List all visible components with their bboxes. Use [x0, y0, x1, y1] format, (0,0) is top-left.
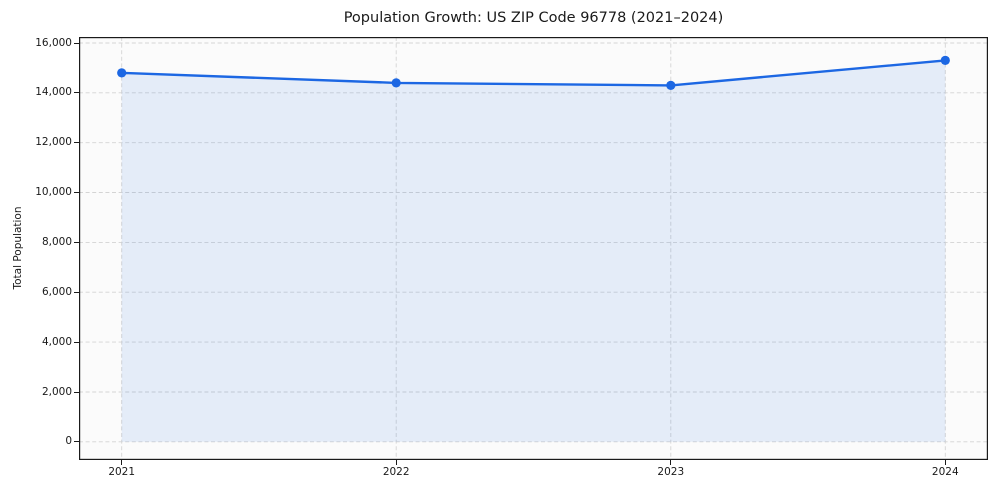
data-point-marker — [391, 78, 401, 88]
y-tick-mark — [74, 441, 79, 443]
area-fill — [121, 60, 946, 442]
y-tick-label: 8,000 — [41, 235, 72, 248]
data-point-marker — [117, 68, 127, 78]
x-tick-label: 2021 — [108, 466, 136, 478]
plot-area — [79, 37, 988, 460]
data-point-marker — [940, 55, 950, 65]
y-tick-label: 16,000 — [35, 36, 72, 49]
y-tick-mark — [74, 192, 79, 193]
axes-spine-box — [79, 37, 988, 460]
x-tick-label: 2022 — [382, 466, 410, 478]
y-tick-label: 4,000 — [41, 335, 72, 348]
data-point-marker — [666, 80, 676, 90]
y-tick-label: 0 — [65, 435, 72, 448]
x-tick-mark — [121, 460, 123, 465]
y-tick-label: 10,000 — [35, 186, 72, 198]
y-tick-mark — [74, 92, 79, 94]
y-tick-mark — [74, 291, 79, 293]
y-tick-label: 2,000 — [41, 385, 72, 398]
y-tick-mark — [74, 391, 79, 393]
y-tick-mark — [74, 341, 79, 343]
y-tick-label: 12,000 — [35, 136, 72, 149]
x-tick-mark — [670, 460, 672, 465]
y-tick-mark — [74, 241, 79, 243]
chart-title: Population Growth: US ZIP Code 96778 (20… — [343, 10, 724, 26]
y-tick-label: 14,000 — [35, 86, 72, 99]
x-tick-label: 2024 — [931, 466, 959, 478]
y-tick-mark — [74, 42, 79, 44]
data-line — [120, 59, 947, 87]
x-tick-mark — [395, 460, 397, 465]
line-chart-canvas — [79, 37, 988, 460]
y-tick-label: 6,000 — [41, 285, 72, 298]
y-tick-mark — [74, 142, 79, 144]
x-tick-mark — [944, 460, 946, 465]
x-tick-label: 2023 — [657, 466, 685, 478]
